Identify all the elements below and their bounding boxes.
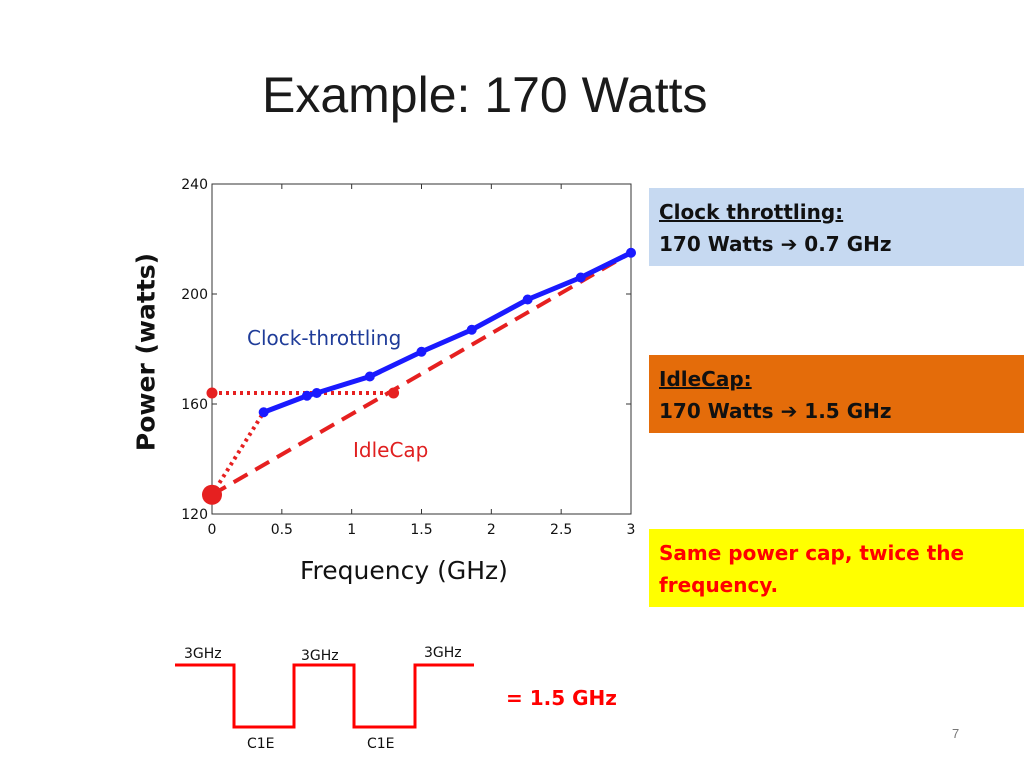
x-tick-label: 2 (487, 522, 496, 538)
idle-box-watts: 170 Watts (659, 399, 774, 423)
y-tick-label: 120 (181, 507, 208, 523)
idlecap-annotation: IdleCap (353, 438, 429, 462)
clock-throttling-point (364, 371, 375, 382)
waveform-high-label: 3GHz (301, 648, 339, 664)
x-tick-label: 3 (627, 522, 636, 538)
same-box-line1: Same power cap, twice the (659, 541, 965, 565)
clock-throttling-point (301, 390, 312, 401)
y-tick-label: 240 (181, 177, 208, 193)
x-axis-label: Frequency (GHz) (300, 556, 508, 585)
clock-box-watts: 170 Watts (659, 232, 774, 256)
clock-throttling-point (522, 294, 533, 305)
idlecap-point (206, 387, 218, 399)
arrow-right-icon: ➔ (780, 232, 798, 256)
arrow-right-icon: ➔ (780, 399, 798, 423)
clock-throttling-point (466, 324, 477, 335)
equivalent-frequency: = 1.5 GHz (506, 686, 617, 710)
same-box-line2: frequency. (659, 573, 779, 597)
clock-throttling-point (626, 247, 636, 258)
clock-throttling-point (575, 272, 586, 283)
clock-throttling-point (416, 346, 427, 357)
idlecap-box: IdleCap: 170 Watts ➔ 1.5 GHz (649, 355, 1024, 433)
clock-throttling-point (258, 407, 269, 418)
same-power-cap-box: Same power cap, twice the frequency. (649, 529, 1024, 607)
x-tick-label: 0 (208, 522, 217, 538)
x-tick-label: 1.5 (410, 522, 432, 538)
waveform-high-label: 3GHz (184, 646, 222, 662)
y-tick-label: 160 (181, 397, 208, 413)
page-number: 7 (952, 726, 960, 741)
y-tick-label: 200 (181, 287, 208, 303)
clock-box-heading: Clock throttling: (659, 200, 844, 224)
clock-throttling-annotation: Clock-throttling (247, 326, 402, 350)
clock-throttling-point (311, 388, 322, 398)
idlecap-start-point (202, 484, 222, 505)
x-tick-label: 2.5 (550, 522, 572, 538)
series-idle-dotted-rise (210, 411, 266, 496)
waveform-line (175, 663, 474, 729)
slide-title: Example: 170 Watts (262, 67, 708, 123)
series-idle (210, 251, 633, 497)
clock-box-freq: 0.7 GHz (804, 232, 892, 256)
idlecap-point (388, 387, 400, 399)
waveform-low-label: C1E (367, 736, 395, 752)
waveform-low-label: C1E (247, 736, 275, 752)
x-tick-label: 0.5 (271, 522, 293, 538)
x-tick-label: 1 (347, 522, 356, 538)
idle-box-heading: IdleCap: (659, 367, 752, 391)
waveform-high-label: 3GHz (424, 645, 462, 661)
clock-throttling-box: Clock throttling: 170 Watts ➔ 0.7 GHz (649, 188, 1024, 266)
idle-box-freq: 1.5 GHz (804, 399, 892, 423)
